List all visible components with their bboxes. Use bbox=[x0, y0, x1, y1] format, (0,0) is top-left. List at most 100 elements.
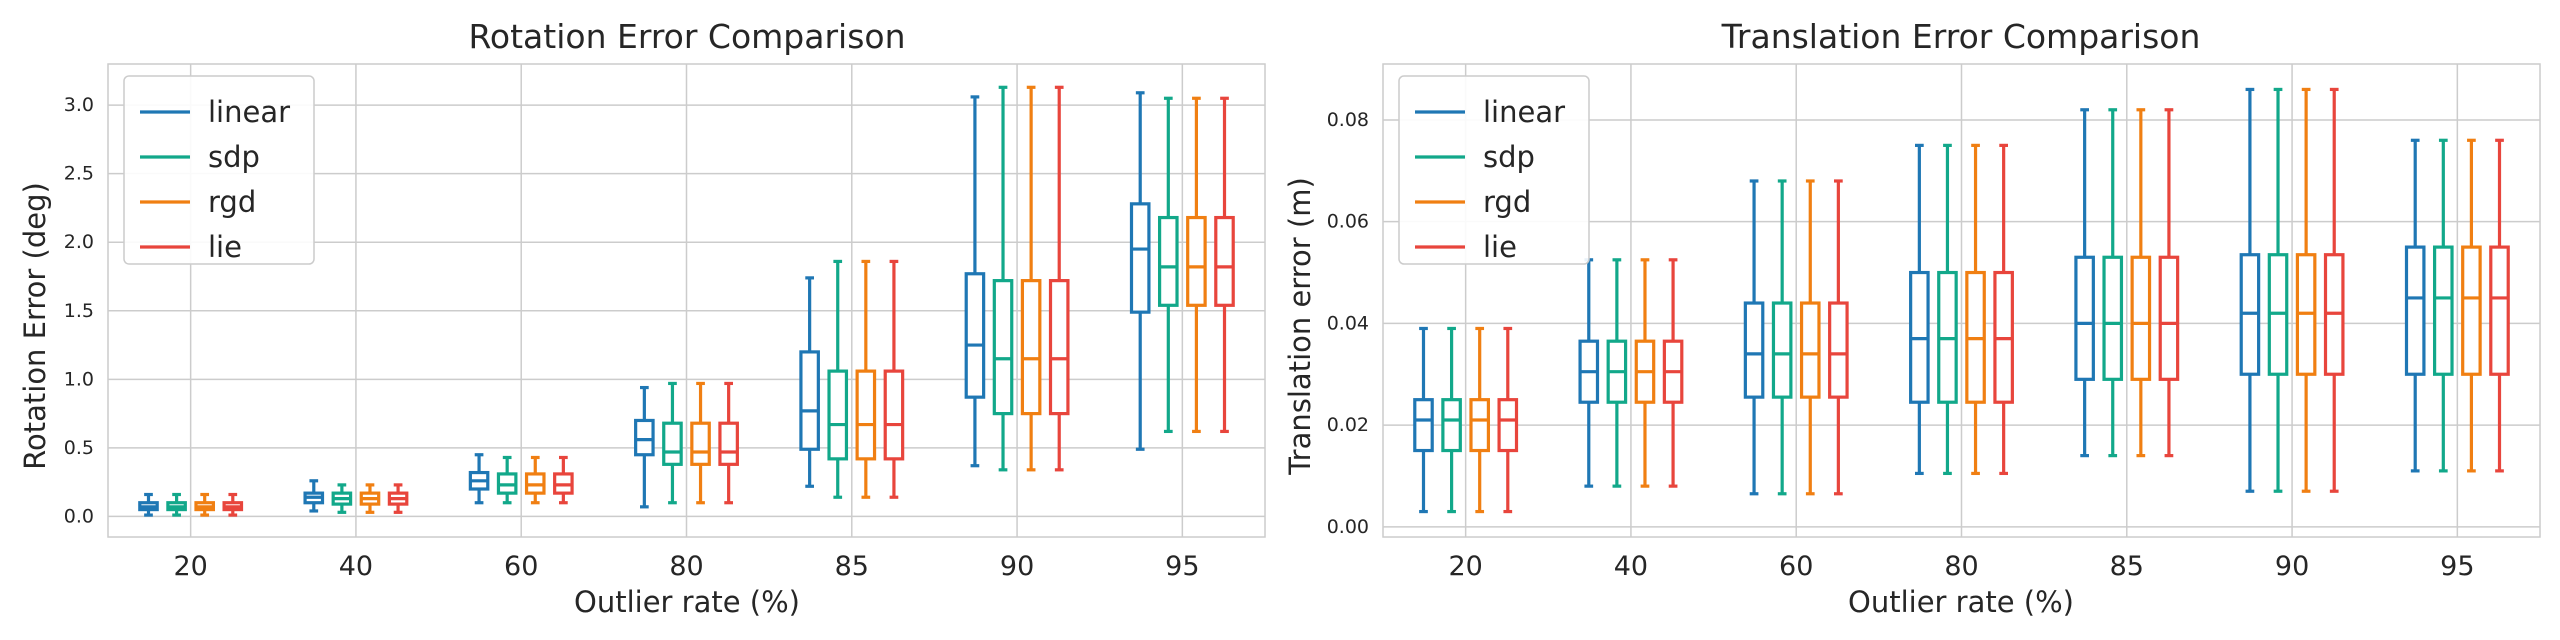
box-linear-90 bbox=[964, 95, 986, 468]
box-lie-95 bbox=[2489, 138, 2510, 473]
box-rgd-80 bbox=[690, 381, 711, 505]
x-tick-label: 40 bbox=[339, 551, 373, 582]
iqr-box bbox=[2130, 255, 2152, 381]
y-tick-label: 0.04 bbox=[1327, 312, 1369, 334]
box-lie-85 bbox=[883, 259, 905, 499]
box-rgd-90 bbox=[2295, 87, 2317, 493]
box-rgd-40 bbox=[1634, 258, 1656, 488]
iqr-box bbox=[1441, 398, 1462, 453]
box-linear-20 bbox=[1413, 326, 1434, 514]
box-sdp-20 bbox=[1441, 326, 1462, 514]
y-tick-label: 0.06 bbox=[1327, 211, 1369, 233]
legend-label-sdp: sdp bbox=[1483, 140, 1535, 174]
box-lie-80 bbox=[718, 381, 739, 505]
y-axis-label: Translation error (m) bbox=[1283, 177, 1317, 476]
legend: linear sdp rgd lie bbox=[123, 75, 315, 265]
legend-label-rgd: rgd bbox=[208, 185, 256, 219]
x-tick-label: 20 bbox=[173, 551, 207, 582]
box-lie-80 bbox=[1993, 143, 2014, 476]
iqr-box bbox=[2158, 255, 2180, 381]
y-tick-label: 1.0 bbox=[64, 368, 94, 390]
x-tick-label: 80 bbox=[669, 551, 703, 582]
iqr-box bbox=[1497, 398, 1519, 453]
x-axis-label: Outlier rate (%) bbox=[574, 585, 800, 619]
legend-label-linear: linear bbox=[1483, 95, 1565, 129]
box-sdp-95 bbox=[2432, 138, 2454, 473]
box-linear-40 bbox=[1578, 258, 1600, 488]
box-sdp-80 bbox=[662, 381, 683, 505]
box-lie-85 bbox=[2158, 108, 2180, 458]
x-tick-label: 90 bbox=[1000, 551, 1034, 582]
box-lie-40 bbox=[1662, 258, 1684, 488]
box-linear-80 bbox=[1909, 143, 1930, 476]
y-tick-label: 0.5 bbox=[64, 437, 94, 459]
x-axis-label: Outlier rate (%) bbox=[1848, 585, 2074, 619]
legend-label-rgd: rgd bbox=[1483, 185, 1531, 219]
iqr-box bbox=[690, 421, 711, 466]
x-tick-label: 90 bbox=[2275, 551, 2309, 582]
x-tick-label: 95 bbox=[2440, 551, 2474, 582]
y-axis-label: Rotation Error (deg) bbox=[18, 182, 52, 470]
box-rgd-60 bbox=[524, 455, 546, 505]
box-sdp-20 bbox=[166, 492, 187, 517]
box-lie-40 bbox=[387, 483, 409, 514]
iqr-box bbox=[662, 421, 683, 466]
box-rgd-85 bbox=[855, 259, 877, 499]
iqr-box bbox=[1157, 215, 1179, 307]
iqr-box bbox=[1413, 398, 1434, 453]
chart-title: Rotation Error Comparison bbox=[468, 17, 905, 56]
box-lie-60 bbox=[553, 455, 574, 505]
iqr-box bbox=[2074, 255, 2095, 381]
legend: linear sdp rgd lie bbox=[1398, 75, 1590, 265]
box-linear-85 bbox=[799, 276, 820, 488]
iqr-box bbox=[1743, 301, 1765, 399]
iqr-box bbox=[1828, 301, 1849, 399]
box-lie-95 bbox=[1214, 96, 1235, 434]
translation-error-panel: Translation Error Comparison Outlier rat… bbox=[1283, 17, 2541, 619]
box-sdp-85 bbox=[2102, 108, 2124, 458]
iqr-box bbox=[992, 279, 1014, 416]
box-lie-20 bbox=[1497, 326, 1519, 514]
box-sdp-90 bbox=[992, 85, 1014, 472]
x-tick-label: 80 bbox=[1944, 551, 1978, 582]
iqr-box bbox=[1214, 215, 1235, 307]
iqr-box bbox=[2432, 245, 2454, 376]
iqr-box bbox=[883, 369, 905, 461]
box-rgd-85 bbox=[2130, 108, 2152, 458]
x-tick-label: 60 bbox=[1779, 551, 1813, 582]
box-sdp-95 bbox=[1157, 96, 1179, 434]
y-tick-label: 0.00 bbox=[1327, 516, 1369, 538]
legend-box bbox=[1398, 75, 1590, 265]
x-tick-label: 85 bbox=[2110, 551, 2144, 582]
box-rgd-20 bbox=[194, 492, 216, 517]
legend-label-lie: lie bbox=[208, 230, 242, 264]
box-linear-85 bbox=[2074, 108, 2095, 458]
x-tick-label: 20 bbox=[1448, 551, 1482, 582]
iqr-box bbox=[634, 418, 655, 457]
iqr-box bbox=[799, 350, 820, 451]
box-linear-95 bbox=[2404, 138, 2426, 473]
box-linear-40 bbox=[303, 479, 325, 513]
box-lie-20 bbox=[222, 492, 244, 517]
box-rgd-40 bbox=[359, 483, 381, 514]
box-linear-20 bbox=[138, 492, 159, 517]
y-tick-label: 0.08 bbox=[1327, 109, 1369, 131]
legend-label-lie: lie bbox=[1483, 230, 1517, 264]
box-rgd-95 bbox=[1186, 96, 1207, 434]
iqr-box bbox=[1186, 215, 1207, 307]
box-linear-80 bbox=[634, 385, 655, 509]
box-rgd-90 bbox=[1020, 85, 1042, 472]
y-tick-label: 0.02 bbox=[1327, 414, 1369, 436]
iqr-box bbox=[2404, 245, 2426, 376]
x-tick-label: 60 bbox=[504, 551, 538, 582]
iqr-box bbox=[2461, 245, 2482, 376]
chart-title: Translation Error Comparison bbox=[1721, 17, 2201, 56]
box-sdp-85 bbox=[827, 259, 849, 499]
box-linear-90 bbox=[2239, 87, 2261, 493]
x-tick-label: 40 bbox=[1614, 551, 1648, 582]
iqr-box bbox=[964, 272, 986, 399]
y-tick-label: 2.0 bbox=[64, 231, 94, 253]
iqr-box bbox=[1048, 279, 1070, 416]
x-tick-label: 95 bbox=[1165, 551, 1199, 582]
